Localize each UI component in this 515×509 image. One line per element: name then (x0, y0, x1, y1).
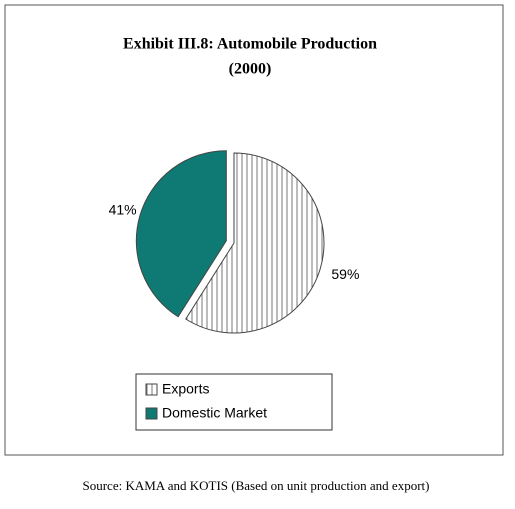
legend-label: Exports (162, 381, 209, 397)
data-label: 59% (331, 266, 359, 282)
pie-slice (135, 150, 227, 318)
data-label: 41% (109, 201, 137, 217)
legend (135, 373, 333, 431)
chart-title: (2000) (229, 61, 272, 78)
chart-title: Exhibit III.8: Automobile Production (123, 36, 377, 53)
legend-label: Domestic Market (162, 405, 267, 421)
legend-swatch (145, 383, 158, 396)
source: Source: KAMA and KOTIS (Based on unit pr… (83, 478, 430, 493)
legend-swatch (145, 407, 158, 420)
pie-slice (185, 152, 325, 334)
